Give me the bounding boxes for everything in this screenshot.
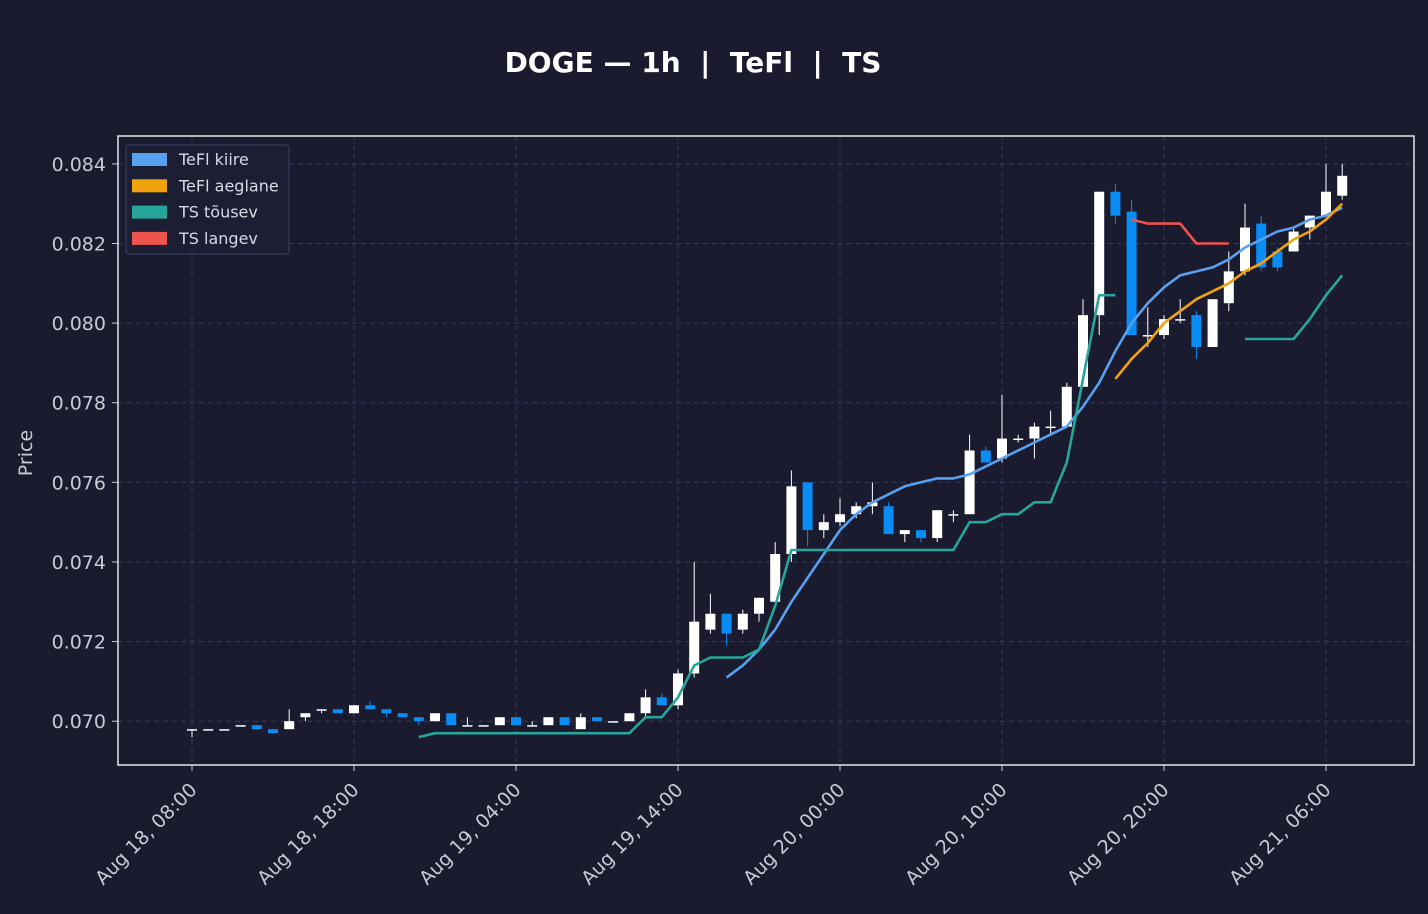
candle-body [413, 717, 424, 722]
candle-body [1175, 319, 1186, 321]
candle-body [397, 713, 408, 718]
candle-body [640, 697, 651, 714]
candle-body [899, 530, 910, 535]
candle-body [1013, 438, 1024, 441]
candle-body [203, 729, 214, 731]
candle-body [818, 522, 829, 531]
candle-body [494, 717, 505, 726]
candle-body [1029, 426, 1040, 439]
candle-body [1337, 175, 1348, 196]
candle-body [446, 713, 457, 726]
candle-body [948, 514, 959, 516]
candle-body [1045, 426, 1056, 429]
candle-body [835, 514, 845, 523]
candle-body [1321, 191, 1331, 216]
y-tick-label: 0.080 [52, 313, 106, 335]
candle-body [1256, 223, 1267, 268]
legend-box [125, 144, 290, 255]
candle-body [883, 506, 894, 535]
y-tick-label: 0.082 [52, 233, 106, 255]
candle-body [1207, 299, 1218, 347]
legend: TeFl kiire TeFl aeglane TS tõusev TS langev [125, 144, 290, 255]
candle-body [300, 713, 311, 718]
candle-body [673, 673, 683, 706]
chart-title: DOGE — 1h | TeFl | TS [505, 46, 882, 79]
series-line [725, 206, 1343, 679]
candle-body [316, 709, 327, 711]
candle-body [916, 530, 926, 539]
legend-swatch [132, 153, 167, 166]
candle-body [381, 709, 392, 714]
legend-swatch [132, 231, 167, 245]
candle-body [689, 621, 700, 674]
candle-body [251, 725, 262, 730]
legend-label: TS langev [178, 229, 258, 248]
candle-body [656, 697, 667, 706]
candle-body [575, 717, 586, 730]
y-tick-label: 0.076 [52, 472, 106, 494]
candle-body [721, 613, 732, 634]
candle-body [1223, 271, 1234, 304]
candle-body [1240, 227, 1250, 272]
candle-body [932, 510, 943, 539]
candle-body [187, 729, 197, 731]
legend-label: TeFl aeglane [178, 176, 279, 195]
legend-label: TS tõusev [178, 203, 258, 222]
candle-body [284, 721, 295, 730]
candle-body [332, 709, 343, 714]
candle-body [1061, 386, 1072, 427]
candle-body [770, 554, 781, 602]
y-tick-label: 0.078 [52, 393, 106, 415]
candle-body [365, 705, 376, 710]
legend-swatch [132, 179, 167, 193]
candle-body [786, 486, 797, 555]
legend-label: TeFl kiire [178, 150, 249, 169]
plot-frame [117, 135, 1415, 766]
candle-body [268, 729, 278, 734]
candle-body [1078, 315, 1088, 387]
candle-body [592, 717, 602, 722]
candle-body [1142, 335, 1153, 337]
legend-swatch [132, 205, 167, 219]
candle-body [430, 713, 440, 722]
candle-body [527, 725, 538, 727]
candle-body [235, 725, 246, 727]
candle-body [754, 597, 764, 614]
candle-body [1110, 191, 1121, 216]
candle-body [980, 450, 991, 463]
series-line [1131, 218, 1229, 245]
y-axis-label: Price [15, 430, 37, 476]
candle-body [851, 506, 862, 515]
y-tick-label: 0.072 [52, 632, 106, 654]
candle-body [1272, 251, 1283, 268]
candle-body [608, 721, 619, 723]
candle-body [997, 438, 1007, 459]
candle-body [1288, 231, 1299, 252]
candle-body [1191, 315, 1202, 347]
candle-body [1094, 191, 1105, 316]
y-tick-label: 0.070 [52, 711, 106, 733]
candle-body [462, 725, 473, 727]
y-tick-label: 0.074 [52, 552, 106, 574]
candle-body [559, 717, 570, 726]
candle-body [624, 713, 635, 722]
series-line [1114, 202, 1344, 380]
candle-body [964, 450, 975, 515]
series-line [418, 274, 1344, 739]
candle-body [543, 717, 554, 726]
candle-body [867, 502, 878, 507]
candle-body [1126, 211, 1137, 336]
candle-body [802, 482, 813, 531]
candle-body [705, 613, 716, 630]
candle-body [349, 705, 359, 714]
candle-body [737, 613, 748, 630]
candle-body [511, 717, 521, 726]
y-tick-label: 0.084 [52, 154, 106, 176]
candle-body [1159, 319, 1169, 336]
candle-body [1304, 215, 1315, 228]
candle-body [478, 725, 489, 727]
candle-body [219, 729, 230, 731]
